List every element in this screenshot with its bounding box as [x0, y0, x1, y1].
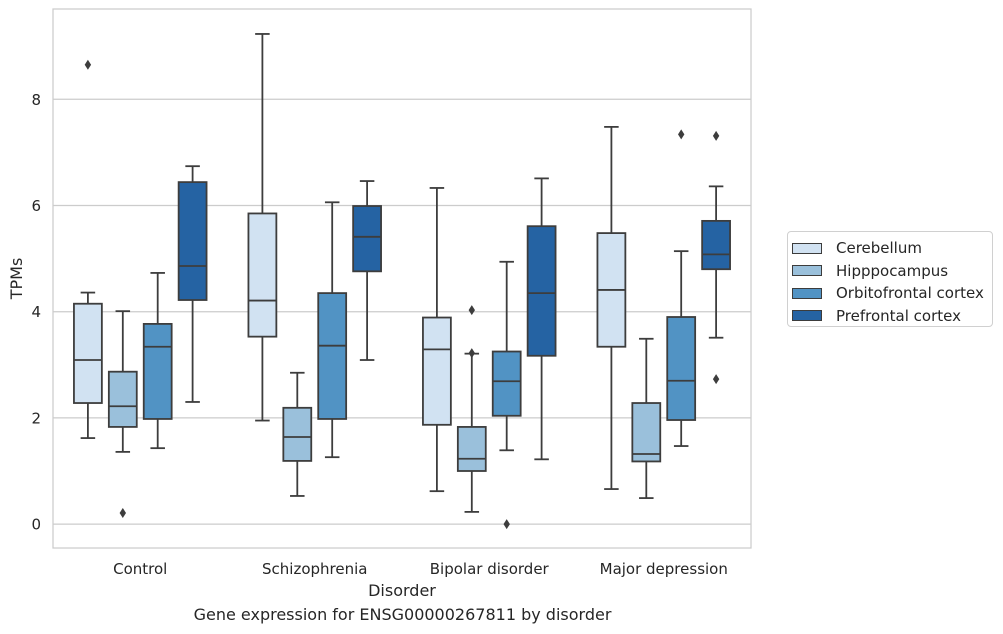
legend-label-prefrontal-cortex: Prefrontal cortex: [836, 306, 961, 325]
y-tick-label: 6: [31, 197, 41, 215]
legend-swatch-hippocampus: [792, 265, 822, 277]
box-iqr: [282, 406, 313, 462]
y-tick-label: 0: [31, 516, 41, 534]
legend-label-hippocampus: Hipppocampus: [836, 261, 949, 280]
plot-area: [52, 8, 752, 549]
x-tick-label: Major depression: [600, 560, 728, 578]
outlier-point: [503, 519, 510, 530]
x-tick-label: Bipolar disorder: [430, 560, 550, 578]
chart-caption: Gene expression for ENSG00000267811 by d…: [193, 605, 612, 624]
box-iqr: [701, 219, 731, 271]
box-iqr: [247, 212, 278, 338]
box-series: [73, 33, 731, 530]
outlier-point: [119, 507, 126, 518]
legend-item-prefrontal-cortex: Prefrontal cortex: [792, 305, 992, 328]
outlier-point: [84, 59, 92, 70]
box: [456, 305, 487, 513]
box: [491, 260, 522, 530]
outlier-point: [468, 348, 475, 359]
box-iqr: [107, 370, 138, 428]
box-iqr: [491, 350, 522, 417]
y-tick-label: 8: [31, 91, 41, 109]
box: [526, 177, 557, 461]
x-tick-label: Schizophrenia: [262, 560, 367, 578]
legend-swatch-prefrontal-cortex: [792, 310, 822, 322]
outlier-point: [712, 130, 720, 141]
box-iqr: [526, 225, 557, 357]
y-tick-label: 4: [31, 303, 41, 321]
box-iqr: [631, 402, 662, 463]
box: [317, 201, 348, 459]
box: [701, 130, 731, 385]
legend-swatch-orbitofrontal-cortex: [792, 287, 822, 299]
box-iqr: [422, 316, 452, 426]
legend-label-cerebellum: Cerebellum: [836, 239, 922, 258]
outlier-point: [712, 374, 720, 385]
box-iqr: [456, 426, 487, 472]
outlier-point: [678, 129, 685, 140]
box: [73, 59, 103, 439]
box: [247, 33, 278, 422]
box-iqr: [666, 316, 697, 421]
legend-item-cerebellum: Cerebellum: [792, 237, 992, 260]
box: [282, 371, 313, 497]
box-iqr: [142, 323, 173, 420]
x-tick-label: Control: [113, 560, 167, 578]
outlier-point: [468, 305, 475, 316]
box: [107, 310, 138, 518]
box-iqr: [73, 302, 103, 404]
legend-swatch-cerebellum: [792, 242, 822, 254]
legend-item-hippocampus: Hipppocampus: [792, 260, 992, 283]
box: [177, 165, 208, 403]
legend: Cerebellum Hipppocampus Orbitofrontal co…: [787, 231, 993, 327]
box-iqr: [177, 181, 208, 301]
box-iqr: [317, 292, 348, 420]
box-iqr: [352, 205, 382, 273]
legend-label-orbitofrontal-cortex: Orbitofrontal cortex: [836, 284, 984, 303]
axis-ticks: 0 2 4 6 8 Control Schizophrenia Bipolar disorde…: [31, 91, 727, 578]
box: [422, 187, 452, 493]
box: [631, 337, 662, 499]
y-tick-label: 2: [31, 409, 41, 427]
box: [352, 180, 382, 361]
x-axis-label: Disorder: [368, 581, 436, 600]
y-axis-label: TPMs: [7, 258, 26, 301]
box: [596, 125, 627, 490]
legend-item-orbitofrontal-cortex: Orbitofrontal cortex: [792, 282, 992, 305]
box: [142, 272, 173, 450]
box: [666, 129, 697, 447]
